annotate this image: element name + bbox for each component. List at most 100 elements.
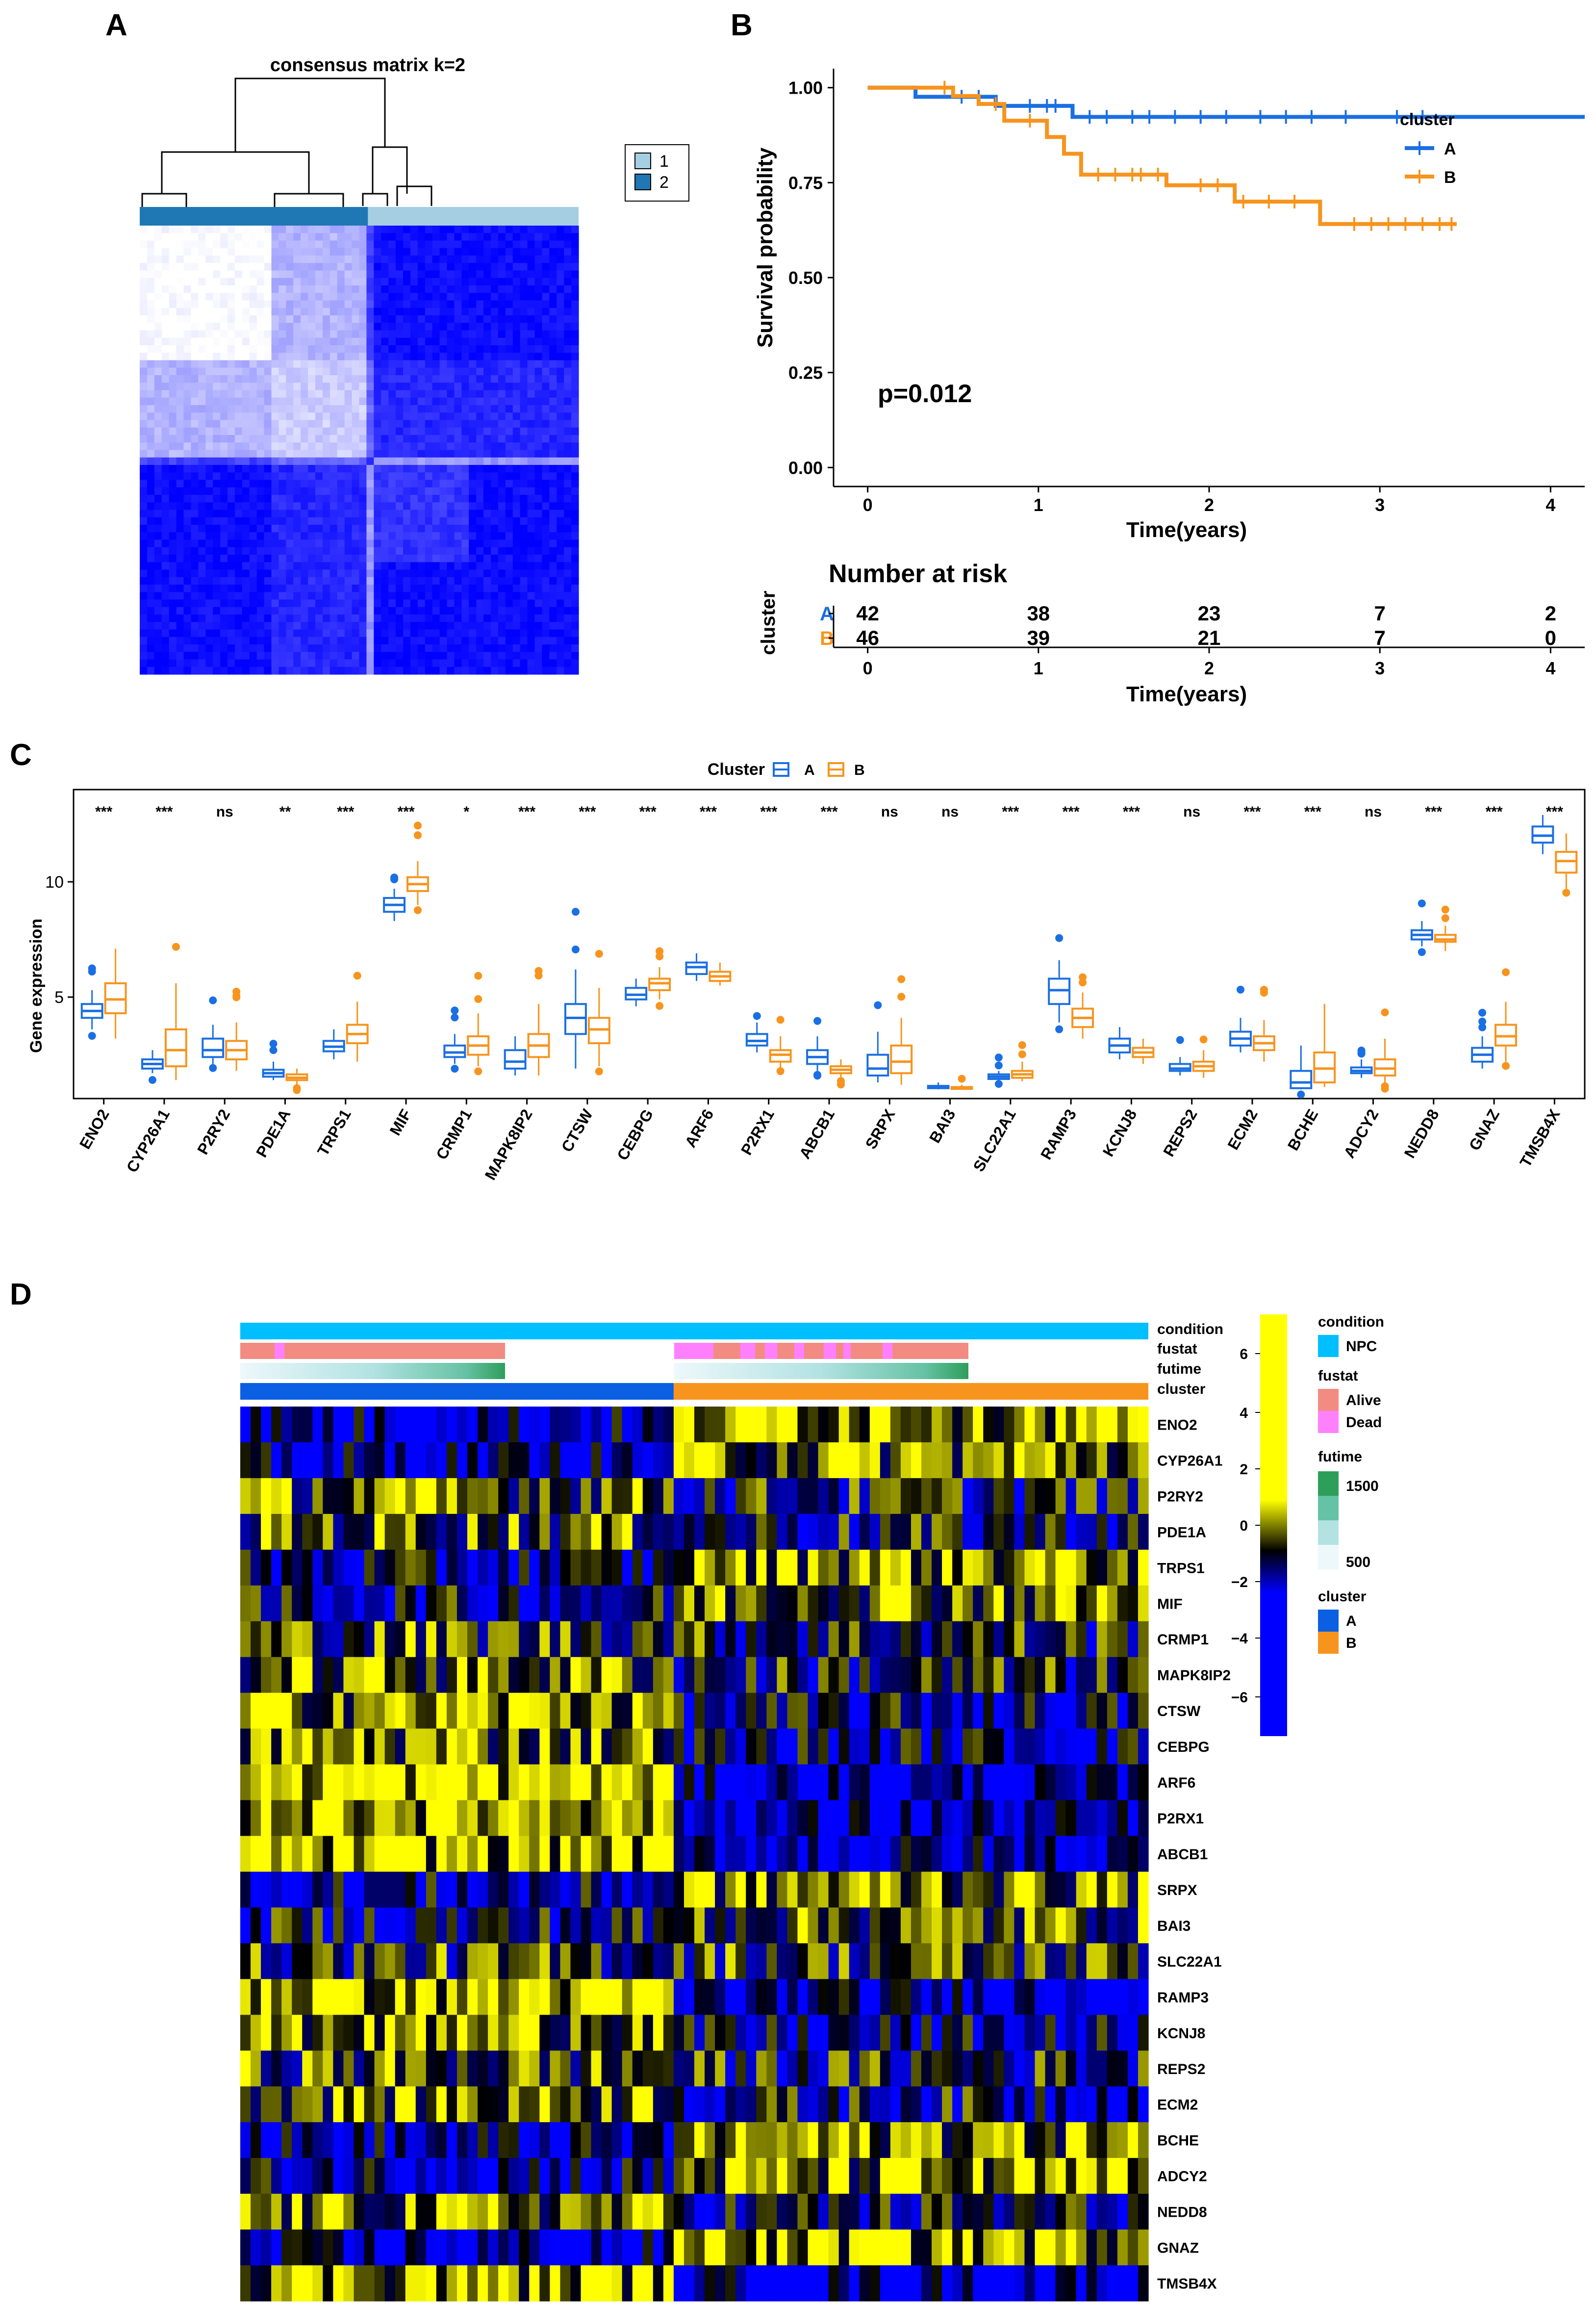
consensus-cell [425,323,433,331]
consensus-cell [234,569,243,578]
consensus-cell [447,412,455,421]
consensus-cell [439,270,448,279]
consensus-cell [461,383,469,391]
consensus-cell [571,615,579,622]
consensus-cell [161,599,170,608]
consensus-cell [161,607,170,615]
consensus-cell [249,450,257,458]
consensus-cell [329,256,338,263]
consensus-cell [213,337,221,346]
consensus-cell [571,248,579,256]
consensus-cell [234,495,243,503]
consensus-cell [322,652,330,660]
consensus-cell [315,666,323,675]
consensus-cell [425,427,433,436]
consensus-cell [549,375,557,383]
consensus-cell [191,547,199,555]
consensus-cell [198,547,206,555]
heatmap-cell [292,1442,303,1479]
consensus-cell [461,465,469,473]
consensus-cell [359,337,367,346]
consensus-cell [439,285,448,293]
consensus-cell [542,233,550,241]
consensus-cell [286,555,294,563]
consensus-cell [439,472,448,481]
consensus-cell [352,607,360,615]
consensus-cell [205,666,213,675]
consensus-cell [417,465,426,473]
consensus-cell [249,383,257,391]
heatmap-cell [1096,1728,1108,1765]
consensus-cell [381,659,389,667]
consensus-cell [256,233,265,241]
consensus-cell [491,435,499,443]
consensus-cell [571,555,579,563]
heatmap-cell [632,1692,643,1729]
consensus-cell [410,539,418,548]
consensus-cell [571,450,579,458]
consensus-cell [205,397,213,406]
consensus-cell [366,487,374,495]
consensus-cell [256,330,265,338]
heatmap-cell [456,1513,468,1550]
consensus-cell [301,637,308,645]
heatmap-cell [467,1585,478,1622]
consensus-cell [249,300,257,308]
consensus-cell [359,300,367,308]
consensus-cell [432,562,440,570]
consensus-cell [534,307,543,316]
heatmap-cell [622,1692,633,1729]
consensus-cell [264,345,272,353]
consensus-cell [220,629,228,638]
consensus-cell [498,495,506,503]
consensus-cell [366,577,374,585]
heatmap-cell [725,1549,736,1586]
consensus-cell [191,577,199,585]
consensus-cell [271,300,279,308]
heatmap-cell [797,1442,809,1479]
heatmap-cell [384,1442,396,1479]
consensus-cell [308,442,316,451]
consensus-cell [549,300,557,308]
consensus-cell [169,450,177,458]
consensus-cell [520,659,528,667]
consensus-cell [183,562,192,570]
heatmap-cell [725,1692,736,1729]
consensus-cell [505,256,513,263]
heatmap-cell [673,1728,684,1765]
consensus-cell [359,442,367,451]
consensus-cell [286,435,294,443]
consensus-cell [234,510,243,518]
consensus-cell [483,375,491,383]
consensus-cell [557,532,564,540]
heatmap-cell [900,1657,912,1693]
consensus-cell [425,226,433,233]
gene-label: MIF [386,1106,415,1139]
consensus-cell [366,307,374,316]
heatmap-cell [426,1585,437,1622]
heatmap-cell [808,1442,819,1479]
consensus-cell [249,539,257,548]
consensus-cell [198,263,206,271]
consensus-cell [213,615,221,622]
consensus-cell [220,592,228,600]
consensus-cell [315,517,323,525]
consensus-cell [147,569,155,578]
heatmap-cell [869,1442,881,1479]
consensus-cell [527,248,535,256]
consensus-cell [359,472,367,481]
consensus-cell [571,390,579,398]
panel-d: D condition fustat futime cluster ENO2CY… [10,1278,1384,2302]
heatmap-cell [539,1621,550,1658]
heatmap-cell [942,1728,953,1765]
consensus-cell [425,397,433,406]
consensus-cell [271,248,279,256]
track-condition [240,1323,1148,1339]
consensus-cell [315,345,323,353]
consensus-cell [432,307,440,316]
consensus-cell [461,270,469,279]
heatmap-cell [498,1513,509,1550]
consensus-cell [439,397,448,406]
consensus-cell [213,330,221,338]
consensus-cell [461,315,469,323]
